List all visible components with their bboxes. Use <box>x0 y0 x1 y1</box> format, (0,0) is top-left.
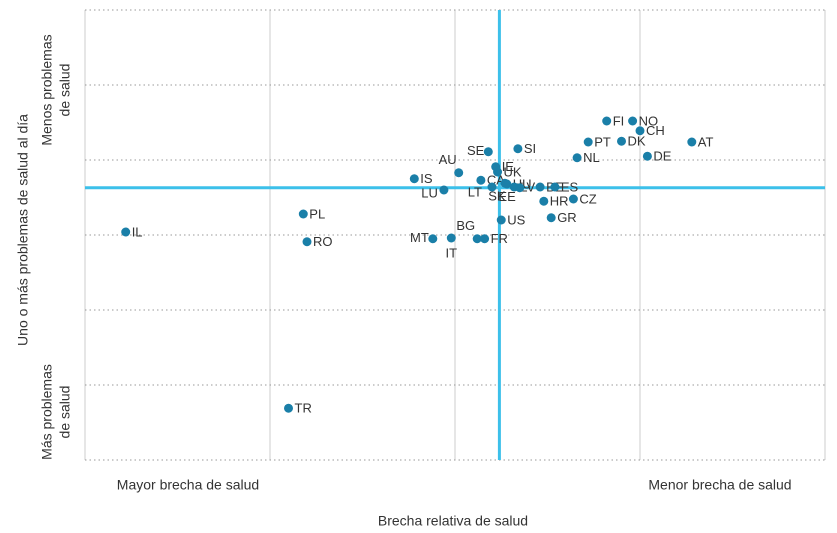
point <box>454 168 464 178</box>
point <box>568 194 578 204</box>
point <box>284 403 293 413</box>
point <box>583 137 593 147</box>
point-label: SK <box>488 189 506 204</box>
point-label: IS <box>420 171 433 186</box>
y-high-label: de salud <box>57 64 73 117</box>
point-label: PT <box>594 134 611 149</box>
x-high-label: Menor brecha de salud <box>648 477 791 493</box>
point-label: BG <box>456 218 475 233</box>
point-label: EE <box>498 189 516 204</box>
point <box>302 237 312 247</box>
point-label: UK <box>504 164 522 179</box>
point-label: NO <box>639 113 659 128</box>
y-low-label: Más problemas <box>39 364 55 460</box>
point <box>602 116 612 126</box>
point <box>483 147 493 157</box>
point <box>513 144 523 154</box>
point <box>472 234 482 244</box>
point-label: SI <box>524 141 536 156</box>
y-axis-label: Uno o más problemas de salud al día <box>15 114 31 346</box>
point <box>487 182 497 192</box>
point-label: NL <box>583 150 600 165</box>
x-axis-label: Brecha relativa de salud <box>378 513 528 529</box>
point-label: DK <box>628 134 646 149</box>
point <box>642 151 652 161</box>
point <box>550 182 560 192</box>
point-label: HR <box>550 194 569 209</box>
point <box>635 126 645 136</box>
point <box>493 167 503 177</box>
point <box>428 234 438 244</box>
point <box>298 209 308 219</box>
point <box>439 185 449 195</box>
point-label: FR <box>491 231 508 246</box>
point <box>515 183 525 193</box>
point-label: US <box>507 212 525 227</box>
point-label: IL <box>132 224 143 239</box>
point-label: PL <box>309 206 325 221</box>
point-label: GR <box>557 210 577 225</box>
point <box>500 178 510 188</box>
y-low-label: de salud <box>57 386 73 439</box>
point <box>617 136 626 146</box>
point <box>409 174 419 184</box>
point <box>687 137 697 147</box>
point <box>480 234 490 244</box>
point <box>572 153 582 163</box>
point-label: IT <box>446 245 458 260</box>
point-label: CH <box>646 123 665 138</box>
point-label: TR <box>295 401 312 416</box>
point <box>446 233 456 243</box>
point-label: DE <box>653 149 671 164</box>
point-label: ES <box>561 179 579 194</box>
point-label: AT <box>698 134 714 149</box>
x-low-label: Mayor brecha de salud <box>117 477 259 493</box>
point-label: AU <box>439 152 457 167</box>
point <box>121 227 131 237</box>
point-label: FI <box>613 113 625 128</box>
point-label: MT <box>410 230 429 245</box>
point <box>476 175 486 185</box>
point-label: IE <box>502 159 515 174</box>
point-label: LV <box>520 179 535 194</box>
point-label: LU <box>421 185 438 200</box>
point-label: CZ <box>579 191 596 206</box>
point-label: SE <box>467 143 485 158</box>
point <box>628 116 638 126</box>
point <box>535 182 545 192</box>
y-high-label: Menos problemas <box>39 34 55 145</box>
point <box>546 213 556 223</box>
point <box>539 196 549 206</box>
point-label: LT <box>468 184 482 199</box>
point <box>496 215 506 225</box>
point-label: RO <box>313 234 333 249</box>
